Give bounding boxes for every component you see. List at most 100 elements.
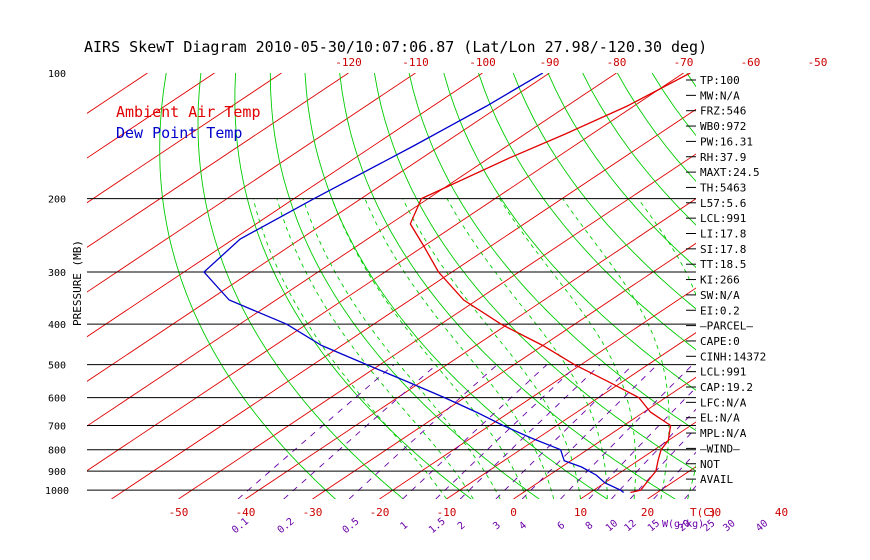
pressure-tick-label: 300 — [48, 268, 66, 279]
isotherm-line — [580, 421, 696, 499]
index-item: —WIND— — [700, 442, 740, 455]
index-item: L57:5.6 — [700, 197, 746, 210]
index-item: EI:0.2 — [700, 304, 740, 317]
dry-adiabat-line — [304, 73, 608, 499]
index-item: MPL:N/A — [700, 427, 747, 440]
dry-adiabat-line — [234, 73, 472, 499]
isotherm-line — [379, 287, 696, 499]
chart-legend: Ambient Air Temp Dew Point Temp — [116, 103, 261, 142]
index-item: CAP:19.2 — [700, 381, 753, 394]
isotherm-line — [87, 73, 416, 293]
index-item: MW:N/A — [700, 89, 740, 102]
ambient-temp-line — [409, 73, 691, 494]
mixing-ratio-line — [521, 364, 658, 499]
dry-adiabat-line — [826, 73, 870, 499]
mixing-ratio-line — [495, 364, 634, 499]
moist-adiabat-line — [562, 198, 670, 499]
bottom-temp-tick-label: -20 — [370, 506, 390, 519]
bottom-temp-tick-label: 40 — [775, 506, 788, 519]
top-temp-tick-label: -90 — [540, 56, 560, 69]
bottom-temp-tick-label: -10 — [437, 506, 457, 519]
mixing-ratio-line — [611, 408, 696, 499]
moist-adiabat-line — [252, 198, 447, 499]
pressure-tick-label: 600 — [48, 394, 66, 405]
dry-adiabat-line — [373, 73, 696, 472]
mixing-ratio-tick-label: 30 — [721, 518, 737, 534]
top-temp-tick-label: -60 — [741, 56, 761, 69]
mixing-ratio-unit-label: W(g/kg) — [662, 519, 704, 530]
bottom-temp-tick-label: -50 — [169, 506, 189, 519]
mixing-ratio-tick-label: 1 — [399, 520, 411, 532]
dry-adiabat-line — [791, 73, 870, 499]
index-item: KI:266 — [700, 274, 740, 287]
dry-adiabat-line — [408, 73, 696, 432]
stability-indices-panel: TP:100 MW:N/A FRZ:546 WB0:972 PW:16.31 RH:37.… — [686, 74, 766, 486]
moist-adiabat-line — [364, 198, 555, 499]
isotherm-line — [87, 73, 684, 472]
bottom-temp-tick-label: 0 — [510, 506, 517, 519]
temp-unit-label: T(C) — [690, 506, 717, 519]
dry-adiabat-line — [478, 73, 696, 351]
pressure-tick-label: 100 — [48, 69, 66, 80]
top-temp-tick-label: -70 — [674, 56, 694, 69]
index-item: CAPE:0 — [700, 335, 740, 348]
isotherm-line — [647, 466, 696, 499]
y-axis-label: PRESSURE (MB) — [71, 240, 84, 326]
moist-adiabat-line — [446, 198, 608, 499]
mixing-ratio-line — [435, 364, 579, 499]
mixing-ratio-line — [402, 364, 548, 499]
isotherm-line — [849, 73, 870, 499]
pressure-tick-label: 400 — [48, 320, 66, 331]
dry-adiabat-line — [547, 73, 696, 268]
top-temp-tick-label: -120 — [335, 56, 362, 69]
dry-adiabat-line — [860, 73, 870, 499]
isotherm-line — [111, 108, 696, 499]
mixing-ratio-tick-label: 15 — [646, 518, 662, 534]
index-item: LI:17.8 — [700, 228, 746, 241]
legend-item: Dew Point Temp — [116, 124, 242, 142]
mixing-ratio-tick-label: 12 — [622, 518, 638, 534]
top-temp-tick-label: -50 — [808, 56, 828, 69]
index-item: AVAIL — [700, 473, 733, 486]
moist-adiabat-line — [768, 199, 870, 499]
moist-adiabat-line — [302, 198, 501, 499]
top-temp-tick-label: -100 — [469, 56, 496, 69]
bottom-temp-tick-label: -40 — [236, 506, 256, 519]
bottom-temp-tick-label: 20 — [641, 506, 654, 519]
isotherm-line — [87, 73, 282, 204]
pressure-tick-label: 800 — [48, 446, 66, 457]
isotherm-line — [87, 73, 483, 338]
moist-adiabat-line — [741, 199, 815, 499]
mixing-ratio-tick-label: 40 — [754, 518, 770, 534]
index-item: WB0:972 — [700, 120, 746, 133]
mixing-ratio-line — [763, 365, 870, 499]
pressure-tick-label: 1000 — [45, 486, 69, 497]
moist-adiabat-line — [331, 198, 528, 499]
isotherm-line — [782, 73, 870, 499]
top-temp-tick-label: -80 — [607, 56, 627, 69]
mixing-ratio-line — [283, 364, 437, 499]
isobar-lines — [87, 198, 696, 491]
index-item: SW:N/A — [700, 289, 740, 302]
index-item: SI:17.8 — [700, 243, 746, 256]
isotherm-line — [446, 332, 696, 499]
index-item: —PARCEL— — [700, 320, 753, 333]
dry-adiabat-line — [756, 73, 870, 499]
dry-adiabat-line — [197, 73, 404, 499]
mixing-ratio-line — [237, 364, 395, 499]
index-item: PW:16.31 — [700, 135, 753, 148]
pressure-tick-label: 500 — [48, 361, 66, 372]
chart-series — [203, 73, 691, 494]
dry-adiabat-line — [651, 73, 696, 137]
mixing-ratio-tick-label: 10 — [604, 518, 620, 534]
index-item: TT:18.5 — [700, 258, 746, 271]
isotherm-line — [245, 198, 696, 499]
index-item: LCL:991 — [700, 366, 746, 379]
chart-grid — [87, 73, 870, 499]
pressure-tick-label: 900 — [48, 467, 66, 478]
moist-adiabat-line — [402, 198, 581, 499]
mixing-ratio-tick-label: 2 — [456, 520, 468, 532]
pressure-tick-label: 700 — [48, 422, 66, 433]
dew-point-line — [203, 73, 625, 494]
